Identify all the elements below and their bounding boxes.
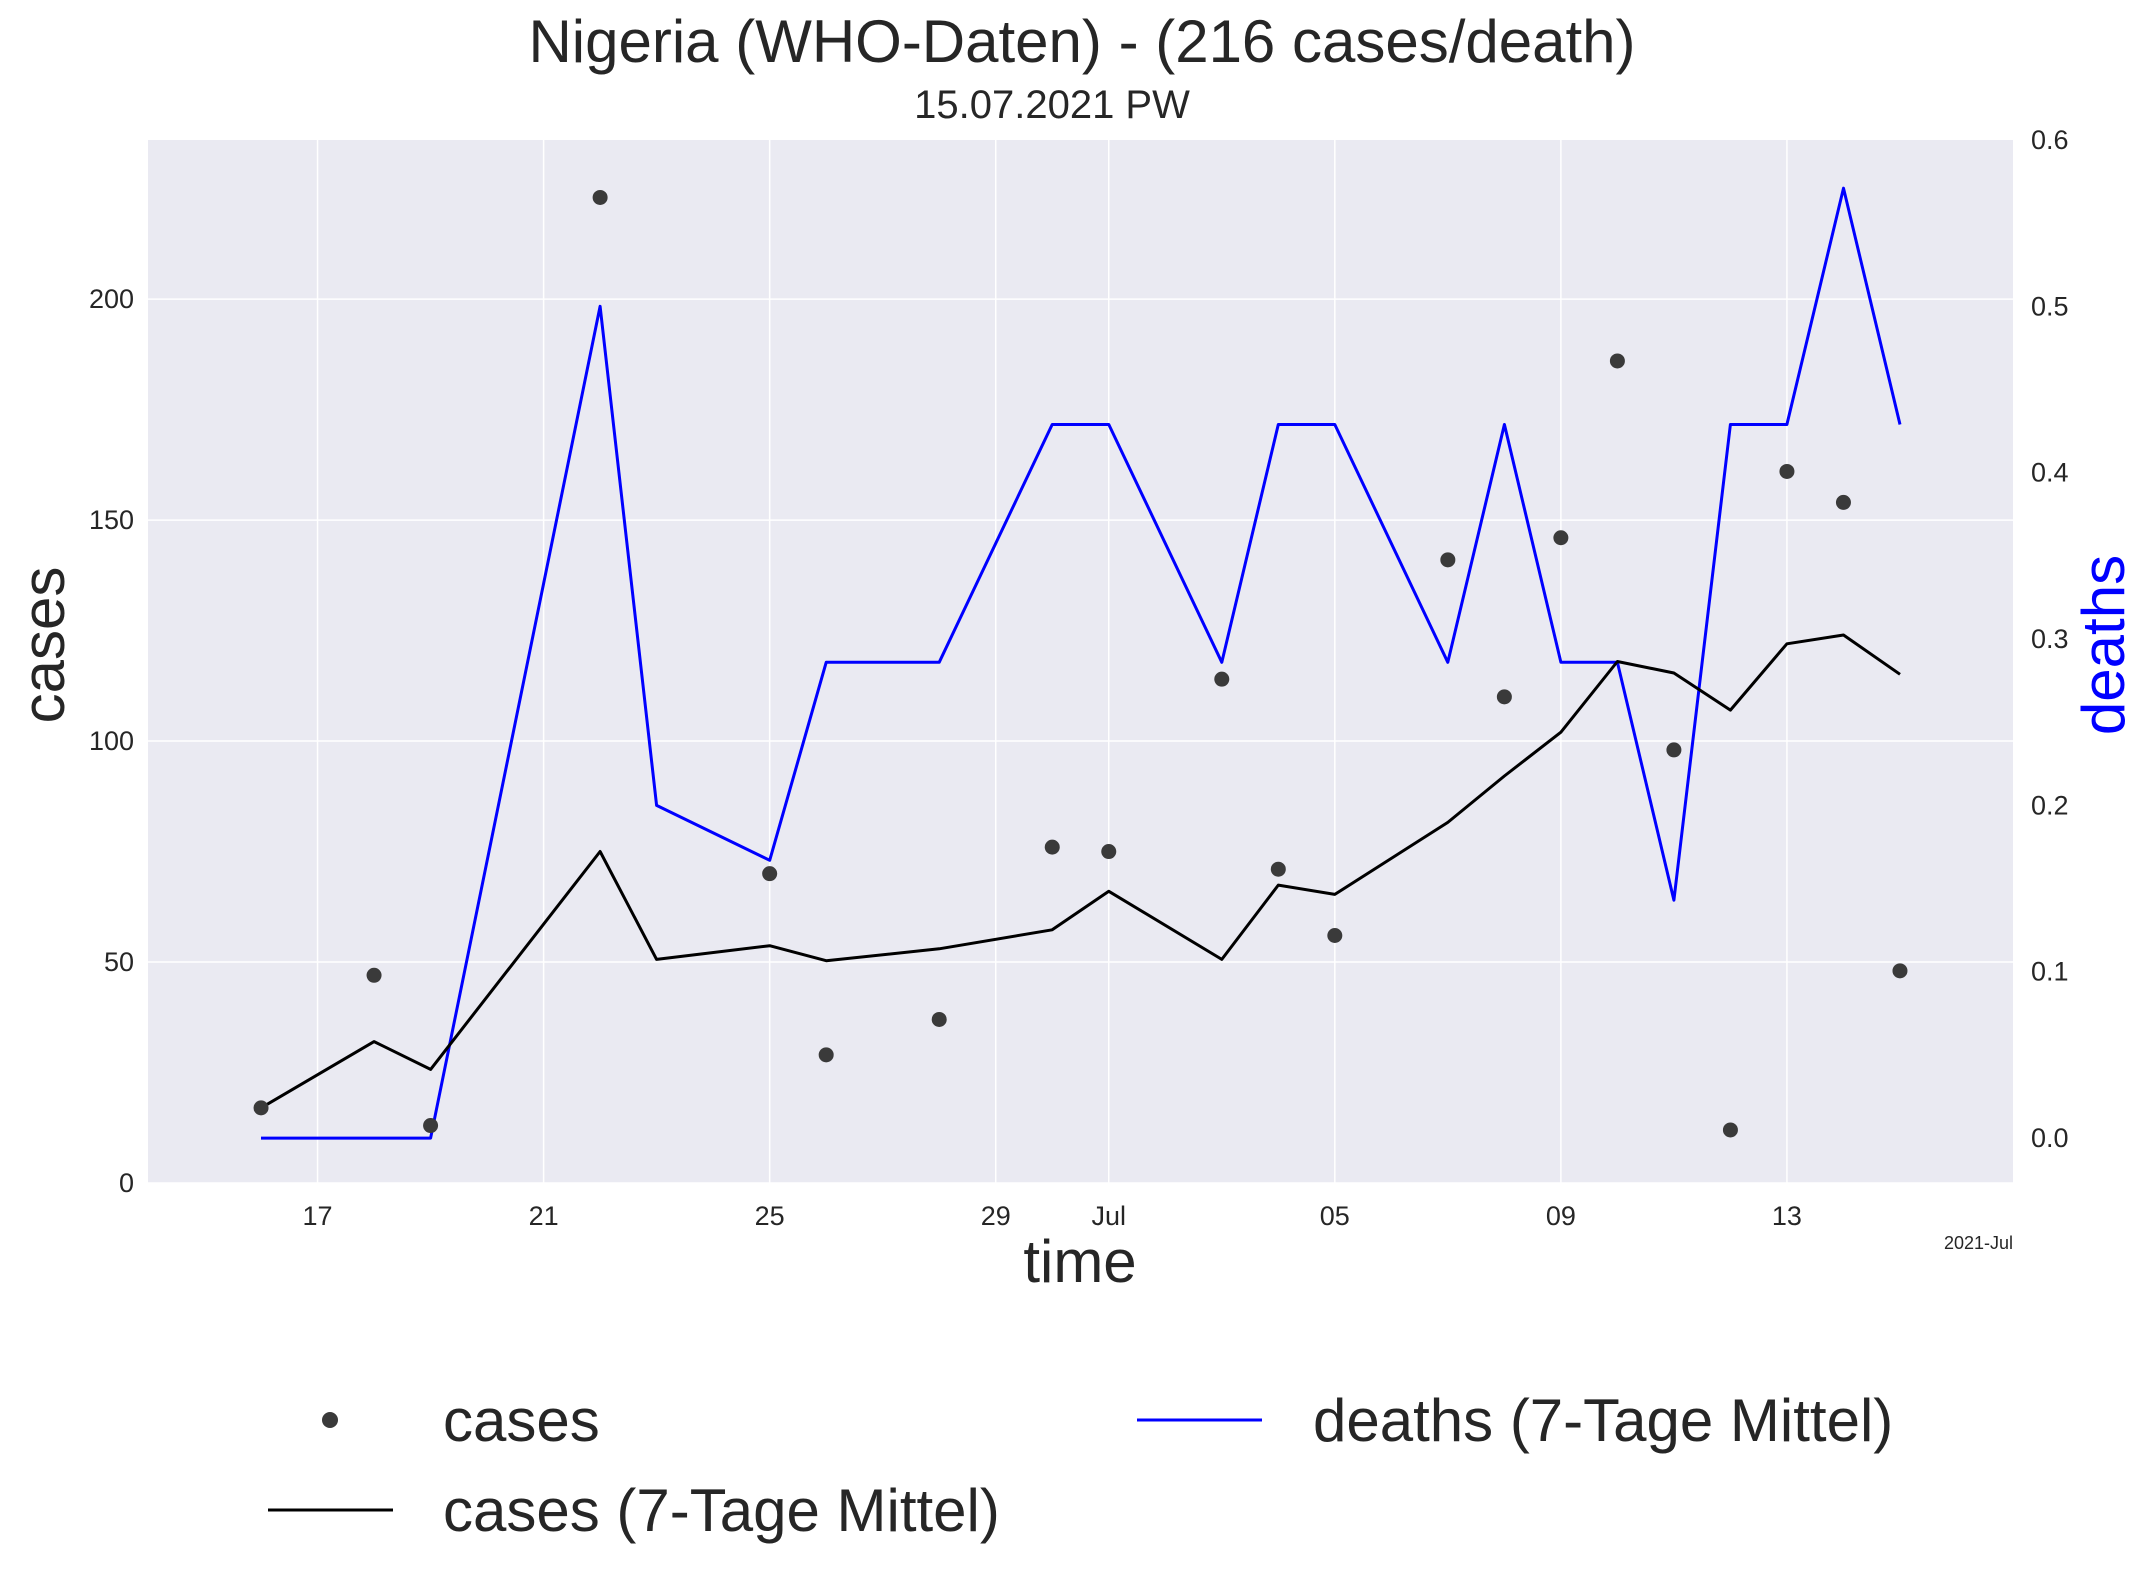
y-axis-right-label: deaths: [2070, 555, 2137, 735]
y-right-tick-label: 0.6: [2031, 125, 2069, 155]
cases-point: [1553, 530, 1569, 546]
y-right-tick-label: 0.2: [2031, 790, 2069, 820]
cases-point: [1892, 963, 1908, 979]
y-axis-left-label: cases: [10, 567, 77, 724]
legend-cases-avg-label: cases (7-Tage Mittel): [443, 1477, 1000, 1544]
x-axis-offset-label: 2021-Jul: [1944, 1233, 2013, 1253]
cases-point: [253, 1100, 269, 1116]
x-tick-label: 17: [303, 1201, 333, 1231]
y-right-tick-label: 0.1: [2031, 957, 2069, 987]
x-tick-label: Jul: [1091, 1201, 1126, 1231]
y-right-tick-label: 0.3: [2031, 624, 2069, 654]
cases-point: [931, 1011, 947, 1027]
y-right-tick-label: 0.5: [2031, 291, 2069, 321]
x-tick-label: 25: [755, 1201, 785, 1231]
y-right-tick-label: 0.0: [2031, 1123, 2069, 1153]
cases-point: [1327, 928, 1343, 944]
y-left-tick-label: 100: [89, 726, 134, 756]
cases-point: [1835, 494, 1851, 510]
legend-deaths-avg-label: deaths (7-Tage Mittel): [1313, 1387, 1893, 1454]
cases-point: [1044, 839, 1060, 855]
cases-point: [1214, 671, 1230, 687]
chart-subtitle: 15.07.2021 PW: [914, 83, 1190, 127]
cases-avg-line: [260, 633, 1901, 1110]
y-right-tick-label: 0.4: [2031, 458, 2069, 488]
cases-point: [762, 866, 778, 882]
x-tick-label: 09: [1546, 1201, 1576, 1231]
plot-area: [148, 140, 2013, 1183]
chart-title: Nigeria (WHO-Daten) - (216 cases/death): [528, 8, 1635, 75]
y-left-tick-label: 200: [89, 284, 134, 314]
cases-point: [423, 1118, 439, 1134]
cases-point: [1779, 463, 1795, 479]
x-tick-label: 21: [529, 1201, 559, 1231]
cases-point: [1722, 1122, 1738, 1138]
deaths-avg-line: [261, 186, 1902, 1140]
cases-point: [818, 1047, 834, 1063]
cases-point: [1496, 689, 1512, 705]
cases-point: [1609, 353, 1625, 369]
legend: cases cases (7-Tage Mittel) deaths (7-Ta…: [268, 1387, 1893, 1544]
cases-point: [592, 189, 608, 205]
legend-cases-marker: [322, 1412, 338, 1428]
x-axis-label: time: [1023, 1228, 1136, 1295]
x-tick-label: 05: [1320, 1201, 1350, 1231]
cases-point: [1666, 742, 1682, 758]
axis-ticks: 17 21 25 29 Jul 05 09 13 0 50 100 150 200 0.0 0.1 0.2 0.…: [89, 125, 2069, 1231]
y-left-tick-label: 0: [119, 1168, 134, 1198]
grid-lines: [148, 140, 2013, 1184]
y-left-tick-label: 50: [104, 947, 134, 977]
cases-point: [366, 967, 382, 983]
x-tick-label: 29: [981, 1201, 1011, 1231]
cases-point: [1440, 552, 1456, 568]
series-layer: [253, 186, 1908, 1140]
cases-point: [1270, 861, 1286, 877]
x-tick-label: 13: [1772, 1201, 1802, 1231]
legend-cases-label: cases: [443, 1387, 600, 1454]
y-left-tick-label: 150: [89, 505, 134, 535]
cases-point: [1101, 844, 1117, 860]
